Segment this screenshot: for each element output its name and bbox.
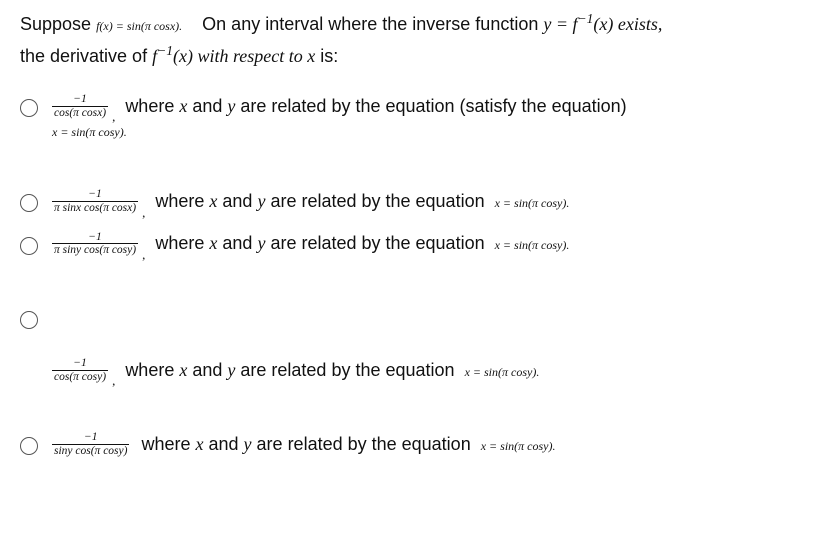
fraction-a: −1 cos(π cosx) (52, 93, 108, 119)
radio-b[interactable] (20, 194, 38, 212)
inverse-exponent: −1 (578, 11, 594, 26)
option-a-body: −1 cos(π cosx) , where x and y are relat… (52, 93, 627, 140)
option-b[interactable]: −1 π sinx cos(π cosx) , where x and y ar… (20, 188, 804, 214)
option-b-body: −1 π sinx cos(π cosx) , where x and y ar… (52, 188, 569, 214)
fx-arg: (x) with respect to (173, 46, 307, 66)
option-text: where x and y are related by the equatio… (155, 233, 569, 254)
intro-text: the derivative of (20, 46, 152, 66)
radio-c[interactable] (20, 237, 38, 255)
option-c-body: −1 π siny cos(π cosy) , where x and y ar… (52, 231, 569, 257)
option-a[interactable]: −1 cos(π cosx) , where x and y are relat… (20, 93, 804, 140)
comma: , (112, 373, 115, 389)
radio-e[interactable] (20, 437, 38, 455)
inverse-eq-end: (x) exists, (593, 14, 662, 34)
fraction-c: −1 π siny cos(π cosy) (52, 231, 138, 257)
relation-a: x = sin(π cosy). (52, 125, 627, 140)
option-text: where x and y are related by the equatio… (141, 434, 555, 455)
option-c[interactable]: −1 π siny cos(π cosy) , where x and y ar… (20, 231, 804, 257)
option-e-body: −1 siny cos(π cosy) where x and y are re… (52, 431, 555, 457)
fx-definition: f(x) = sin(π cosx). (96, 19, 182, 33)
intro-text: On any interval where the inverse functi… (202, 14, 543, 34)
option-text: where x and y are related by the equatio… (155, 191, 569, 212)
inverse-eq: y = f (543, 14, 577, 34)
inverse-exponent: −1 (157, 43, 173, 58)
option-e[interactable]: −1 siny cos(π cosy) where x and y are re… (20, 431, 804, 457)
option-text: where x and y are related by the equatio… (125, 360, 539, 381)
radio-a[interactable] (20, 99, 38, 117)
comma: , (142, 205, 145, 221)
option-d: −1 cos(π cosy) , where x and y are relat… (52, 357, 804, 383)
intro-text: Suppose (20, 14, 96, 34)
question-stem: Suppose f(x) = sin(π cosx). On any inter… (20, 8, 804, 71)
option-text: where x and y are related by the equatio… (125, 96, 626, 117)
radio-empty[interactable] (20, 311, 38, 329)
fraction-e: −1 siny cos(π cosy) (52, 431, 129, 457)
fraction-d: −1 cos(π cosy) (52, 357, 108, 383)
option-empty[interactable] (20, 305, 804, 329)
option-d-body: −1 cos(π cosy) , where x and y are relat… (52, 357, 539, 383)
fraction-b: −1 π sinx cos(π cosx) (52, 188, 138, 214)
intro-text: is: (315, 46, 338, 66)
comma: , (142, 247, 145, 263)
comma: , (112, 109, 115, 125)
